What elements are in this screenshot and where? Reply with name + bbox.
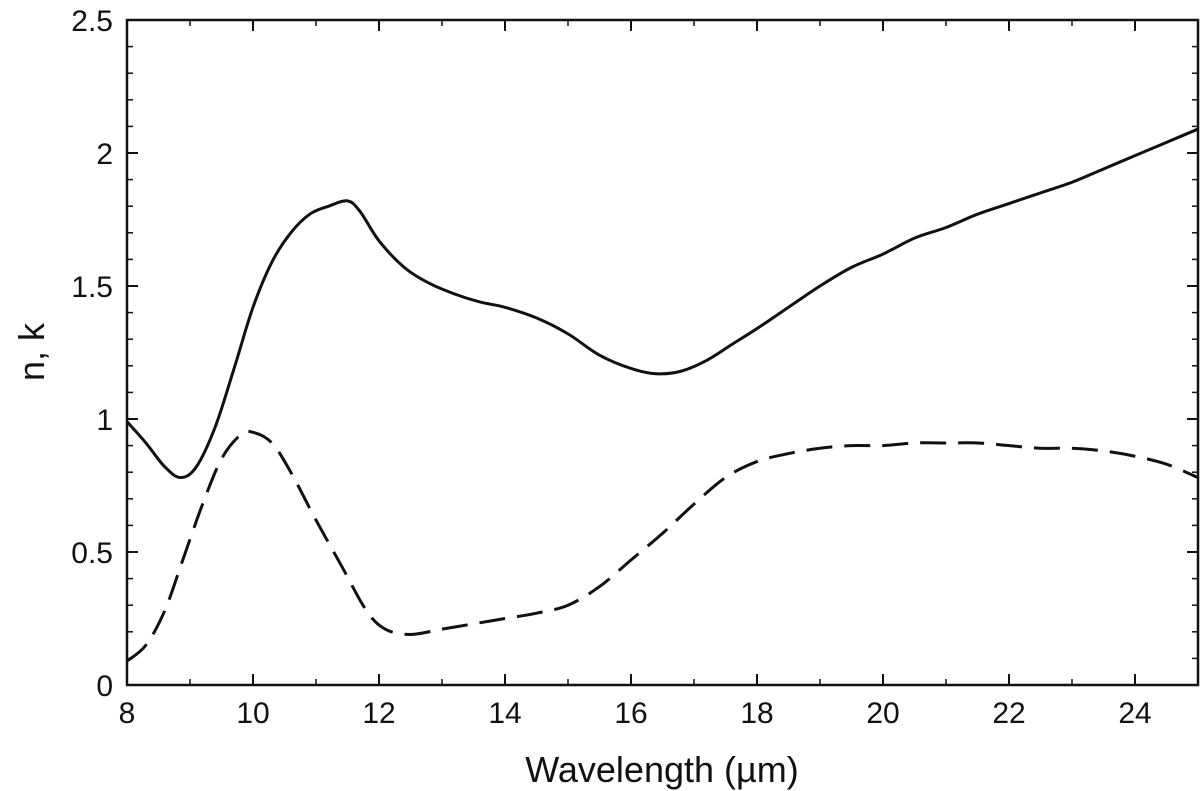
x-tick-label: 24 bbox=[1118, 697, 1151, 730]
x-tick-label: 8 bbox=[119, 697, 136, 730]
y-tick-label: 1 bbox=[96, 404, 113, 437]
x-tick-label: 10 bbox=[236, 697, 269, 730]
x-tick-label: 14 bbox=[488, 697, 521, 730]
tick-labels: 8 10 12 14 16 18 20 22 24 0 0.5 1 1.5 2 2.5 bbox=[71, 5, 1151, 730]
ticks-layer bbox=[126, 19, 1199, 686]
x-axis-title: Wavelength (µm) bbox=[525, 749, 798, 790]
x-tick-label: 12 bbox=[362, 697, 395, 730]
plot-frame bbox=[125, 18, 1200, 687]
y-tick-label: 2 bbox=[96, 138, 113, 171]
y-tick-label: 1.5 bbox=[71, 271, 113, 304]
x-tick-label: 18 bbox=[740, 697, 773, 730]
series-line-k bbox=[127, 429, 1198, 663]
series-layer bbox=[127, 127, 1198, 663]
y-axis-title: n, k bbox=[11, 322, 52, 381]
x-tick-label: 22 bbox=[992, 697, 1025, 730]
series-line-n bbox=[127, 127, 1198, 480]
y-tick-label: 2.5 bbox=[71, 5, 113, 38]
x-tick-label: 16 bbox=[614, 697, 647, 730]
y-tick-label: 0.5 bbox=[71, 537, 113, 570]
x-tick-label: 20 bbox=[866, 697, 899, 730]
y-tick-label: 0 bbox=[96, 670, 113, 703]
